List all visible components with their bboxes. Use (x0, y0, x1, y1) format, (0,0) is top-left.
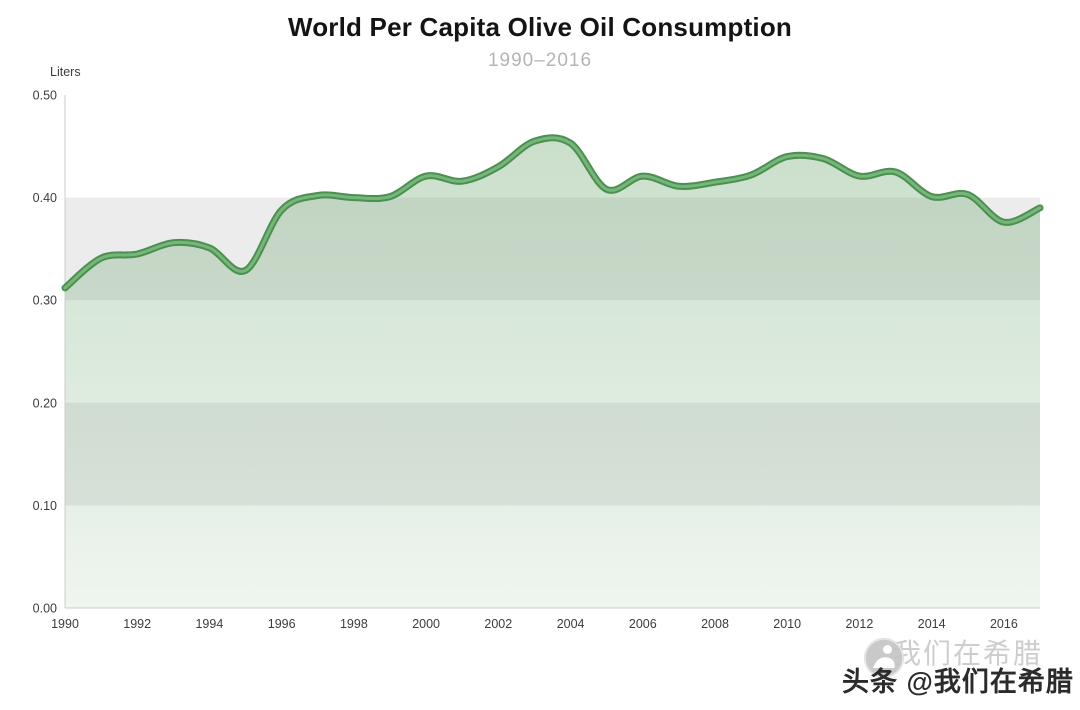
x-tick-label: 1992 (123, 617, 151, 631)
y-tick-label: 0.50 (33, 89, 57, 103)
chart-subtitle: 1990–2016 (487, 50, 593, 71)
y-tick-label: 0.30 (33, 294, 57, 308)
chart-title: World Per Capita Olive Oil Consumption (287, 12, 793, 42)
x-tick-label: 2002 (484, 617, 512, 631)
x-tick-label: 2010 (773, 617, 801, 631)
x-tick-label: 2000 (412, 617, 440, 631)
y-tick-label: 0.10 (33, 499, 57, 513)
x-tick-label: 1990 (51, 617, 79, 631)
y-tick-label: 0.20 (33, 396, 57, 410)
x-tick-label: 1994 (195, 617, 223, 631)
y-tick-label: 0.40 (33, 191, 57, 205)
x-tick-label: 2016 (990, 617, 1018, 631)
x-tick-label: 1996 (268, 617, 296, 631)
watermark-logo-icon (864, 638, 904, 678)
watermark-text: 头条 @我们在希腊 (842, 667, 1074, 697)
x-tick-label: 2006 (629, 617, 657, 631)
y-axis-unit-label: Liters (50, 65, 81, 79)
x-tick-label: 1998 (340, 617, 368, 631)
x-tick-label: 2008 (701, 617, 729, 631)
x-tick-label: 2004 (557, 617, 585, 631)
watermark-ghost-text: 我们在希腊 (893, 638, 1044, 669)
consumption-line-highlight (63, 136, 1042, 290)
y-tick-label: 0.00 (33, 602, 57, 616)
area-fill (65, 137, 1040, 608)
x-tick-label: 2014 (918, 617, 946, 631)
x-tick-label: 2012 (845, 617, 873, 631)
